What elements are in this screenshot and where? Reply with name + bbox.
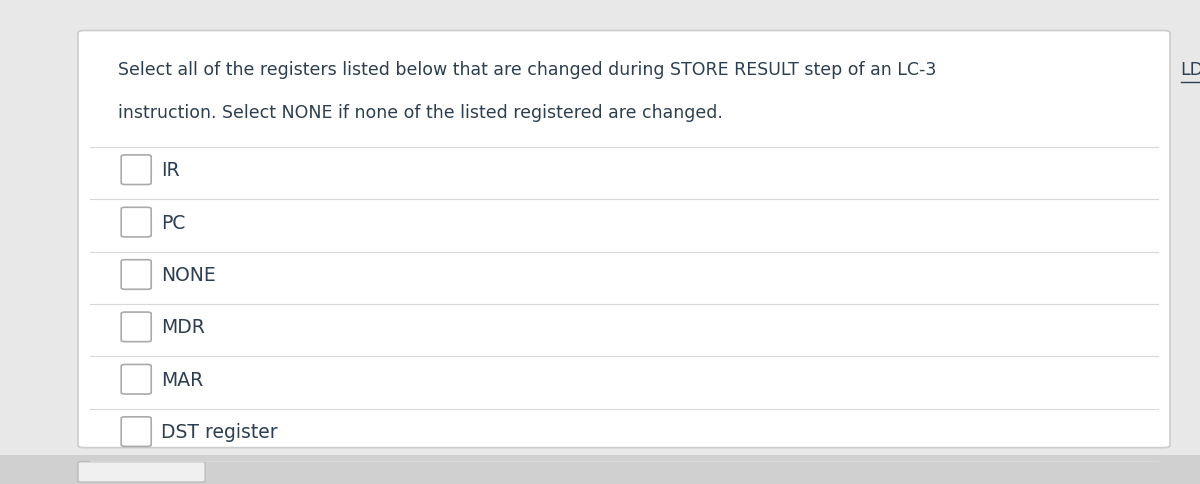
FancyBboxPatch shape — [121, 156, 151, 185]
Text: MDR: MDR — [161, 318, 205, 337]
Text: Select all of the registers listed below that are changed during STORE RESULT st: Select all of the registers listed below… — [118, 60, 942, 78]
Text: MAR: MAR — [161, 370, 203, 389]
Text: NONE: NONE — [161, 265, 216, 285]
FancyBboxPatch shape — [121, 417, 151, 446]
Text: instruction. Select NONE if none of the listed registered are changed.: instruction. Select NONE if none of the … — [118, 104, 722, 122]
FancyBboxPatch shape — [121, 313, 151, 342]
FancyBboxPatch shape — [78, 462, 205, 482]
Text: IR: IR — [161, 161, 180, 180]
FancyBboxPatch shape — [121, 260, 151, 289]
FancyBboxPatch shape — [78, 31, 1170, 448]
FancyBboxPatch shape — [0, 455, 1200, 484]
Text: LDR: LDR — [1181, 60, 1200, 78]
FancyBboxPatch shape — [121, 208, 151, 237]
Text: PC: PC — [161, 213, 185, 232]
Text: DST register: DST register — [161, 422, 277, 441]
FancyBboxPatch shape — [121, 365, 151, 394]
